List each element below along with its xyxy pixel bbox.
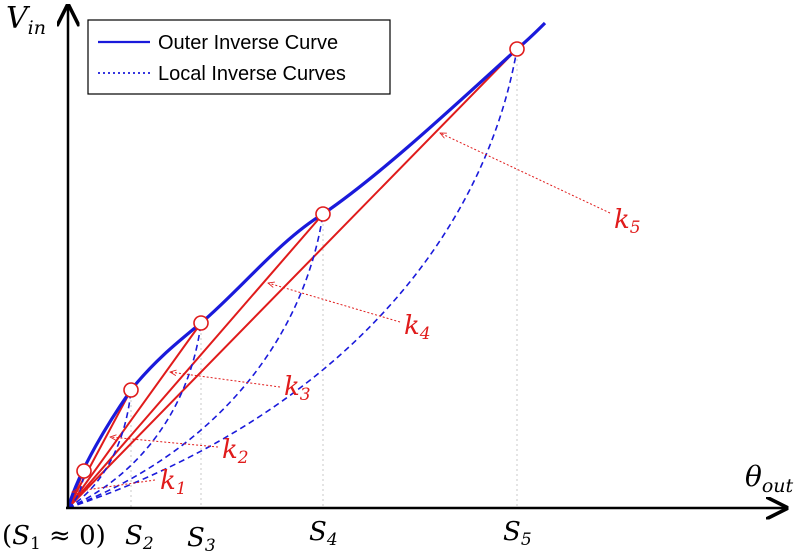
- marker-s4: [315, 206, 331, 222]
- chord-s4: [67, 213, 324, 509]
- marker-s1: [76, 463, 92, 479]
- chord-lines: [67, 48, 518, 509]
- k-label-4: k4: [404, 311, 431, 344]
- x-axis-label: θout: [745, 460, 794, 497]
- marker-s5: [509, 41, 525, 57]
- local-curve-s5: [67, 48, 518, 509]
- k-label-5: k5: [614, 205, 641, 238]
- k-annotations: [72, 132, 611, 492]
- k3-pointer: [170, 372, 281, 388]
- k-label-3: k3: [284, 372, 311, 405]
- legend-box: [87, 19, 391, 95]
- tick-label-s2: S2: [125, 521, 154, 554]
- legend-local-label: Local Inverse Curves: [158, 63, 346, 85]
- k5-pointer: [440, 132, 611, 214]
- tick-label-s1: (S1 ≈ 0): [2, 521, 106, 554]
- k4-pointer: [268, 283, 401, 323]
- k1-pointer: [72, 479, 156, 492]
- switch-point-markers: [76, 41, 525, 479]
- outer-inverse-curve: [66, 21, 547, 509]
- local-curve-s4: [67, 213, 324, 509]
- tick-label-s3: S3: [187, 523, 216, 554]
- k-label-2: k2: [222, 435, 249, 468]
- y-axis-label: Vin: [6, 1, 46, 39]
- tick-label-s4: S4: [309, 517, 338, 550]
- chord-s3: [67, 322, 202, 509]
- legend-outer-label: Outer Inverse Curve: [158, 32, 338, 54]
- k-label-1: k1: [160, 466, 187, 499]
- chord-s2: [67, 389, 132, 509]
- legend: Outer Inverse Curve Local Inverse Curves: [87, 19, 391, 95]
- marker-s3: [193, 315, 209, 331]
- local-curve-s2: [67, 389, 132, 509]
- tick-label-s5: S5: [503, 517, 532, 550]
- guide-lines: [130, 49, 518, 508]
- chord-s5: [67, 48, 518, 509]
- marker-s2: [123, 382, 139, 398]
